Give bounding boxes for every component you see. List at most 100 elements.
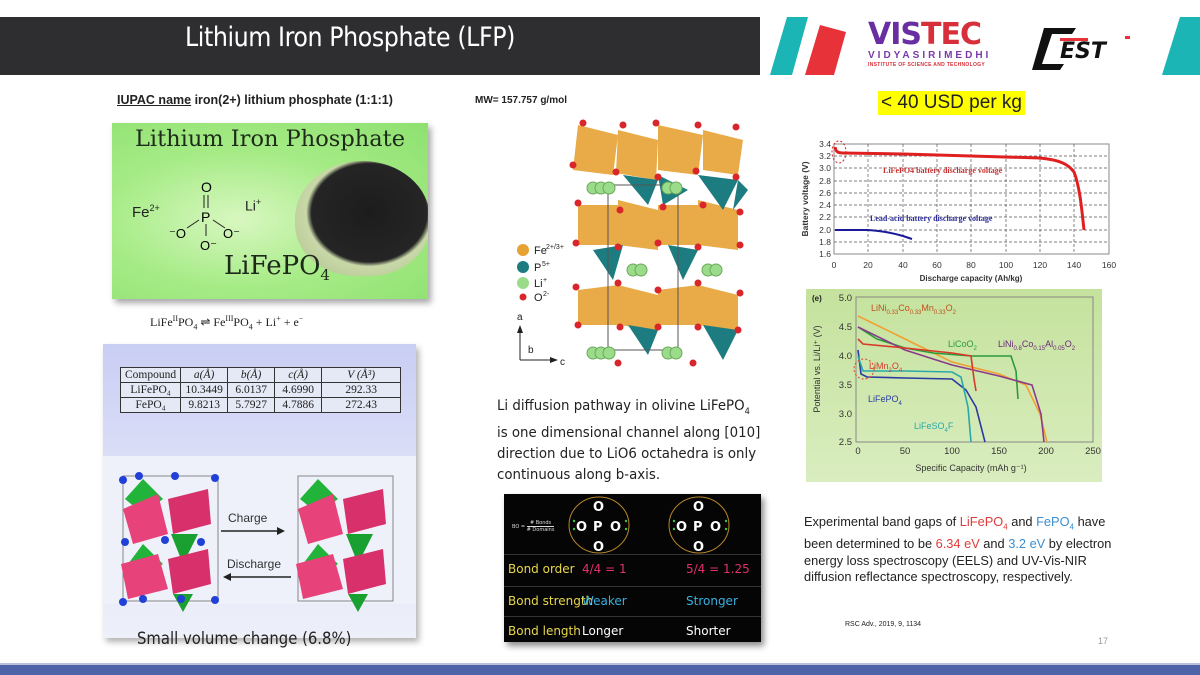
svg-text:3.5: 3.5 (839, 380, 852, 391)
svg-text:b: b (528, 345, 534, 356)
lco-label: LiCoO2 (948, 339, 978, 352)
cest-logo: EST (1032, 28, 1130, 70)
crystal-legend: Fe 2+/3+ P 5+ Li + O 2- (517, 244, 564, 304)
table-row: FePO₄ 9.8213 5.7927 4.7886 272.43 (119, 397, 402, 413)
phosphate-lewis-structures-icon: OPO OO OPO OO (568, 496, 730, 555)
svg-text:EST: EST (1060, 39, 1108, 64)
price-highlight: < 40 USD per kg (878, 91, 1025, 115)
svg-text:250: 250 (1085, 446, 1101, 457)
svg-text:40: 40 (898, 260, 908, 270)
lfp-product-image: Lithium Iron Phosphate Fe2+ Li+ O P ⁻O O… (112, 123, 428, 299)
lfp-image-heading: Lithium Iron Phosphate (134, 126, 406, 152)
svg-text:200: 200 (1038, 446, 1054, 457)
svg-text:2.4: 2.4 (819, 200, 831, 210)
bond-strength-row: Bond strength Weaker Stronger (504, 586, 761, 617)
svg-text:1.8: 1.8 (819, 237, 831, 247)
table-cell: 5.7927 (227, 397, 276, 413)
reference-citation: RSC Adv., 2019, 9, 1134 (845, 621, 922, 628)
oxygen-atoms (569, 119, 744, 367)
svg-text:0: 0 (832, 260, 837, 270)
svg-text:2.5: 2.5 (839, 437, 852, 448)
table-cell: 292.33 (321, 382, 402, 398)
svg-text:Li: Li (534, 278, 543, 290)
fe-ion-label: Fe2+ (132, 203, 160, 221)
iupac-value: iron(2+) lithium phosphate (1:1:1) (194, 93, 393, 107)
lfp-powder-bowl (295, 161, 428, 276)
svg-text:2-: 2- (543, 291, 550, 298)
lifepo4-unit-cell-icon (119, 472, 219, 612)
table-header: V (Å³) (321, 367, 402, 383)
svg-text:O: O (534, 292, 543, 304)
iupac-name: IUPAC name iron(2+) lithium phosphate (1… (117, 93, 393, 107)
table-header-row: Compound a(Å) b(Å) c(Å) V (Å³) (119, 367, 402, 383)
bond-order-formula: BO = # Bonds # Domains (512, 520, 555, 533)
table-cell: 4.7886 (274, 397, 323, 413)
svg-text:P: P (534, 262, 541, 274)
svg-text:150: 150 (991, 446, 1007, 457)
svg-text:3.2: 3.2 (819, 151, 831, 161)
lmo-label: LiMn2O4 (869, 361, 903, 374)
fe-legend-icon (517, 244, 529, 256)
header-stripes (750, 17, 1200, 75)
p-tetrahedra (593, 175, 748, 360)
svg-text:P: P (693, 520, 703, 535)
svg-text:50: 50 (900, 446, 911, 457)
table-cell: 10.3449 (180, 382, 229, 398)
page-number: 17 (1098, 636, 1109, 646)
axis-indicator-icon: a b c (517, 312, 565, 368)
footer-divider (0, 663, 1200, 665)
fe-octahedra (573, 125, 743, 330)
nca-label: LiNi0.8Co0.15Al0.05O2 (998, 339, 1076, 352)
p-legend-icon (517, 261, 529, 273)
slide-title: Lithium Iron Phosphate (LFP) (185, 22, 515, 53)
svg-text:O⁻: O⁻ (223, 226, 240, 241)
fepo4-unit-cell-icon (296, 475, 394, 612)
ncm-label: LiNi0.33Co0.33Mn0.33O2 (871, 303, 957, 316)
svg-text:Fe: Fe (534, 245, 547, 257)
svg-text:P: P (201, 209, 210, 225)
o-legend-icon (519, 293, 527, 301)
svg-text:Lead-acid battery discharge vo: Lead-acid battery discharge voltage (870, 214, 993, 223)
svg-text:LiFePO4 battery discharge volt: LiFePO4 battery discharge voltage (883, 166, 1003, 175)
table-header: a(Å) (180, 367, 229, 383)
svg-text:+: + (543, 277, 547, 284)
lfp-formula: LiFePO4 (224, 251, 330, 285)
discharge-label: Discharge (227, 557, 281, 571)
table-cell: FePO₄ (119, 397, 182, 413)
svg-text:5.0: 5.0 (839, 293, 852, 304)
svg-text:⁻O: ⁻O (169, 226, 186, 241)
vistec-subtitle: VIDYASIRIMEDHI (868, 50, 992, 61)
table-cell: 6.0137 (227, 382, 276, 398)
svg-text:4.5: 4.5 (839, 322, 852, 333)
svg-text:160: 160 (1102, 260, 1116, 270)
svg-text:0: 0 (855, 446, 860, 457)
svg-text:Battery voltage (V): Battery voltage (V) (800, 161, 810, 236)
lattice-parameter-table: Compound a(Å) b(Å) c(Å) V (Å³) LiFePO₄ 1… (119, 367, 402, 413)
svg-text:100: 100 (999, 260, 1013, 270)
svg-text:O: O (593, 500, 604, 515)
svg-text:60: 60 (932, 260, 942, 270)
svg-text:O⁻: O⁻ (200, 238, 217, 253)
bond-length-row: Bond length Longer Shorter (504, 616, 761, 647)
svg-text:O: O (693, 500, 704, 515)
li-legend-icon (517, 277, 529, 289)
olivine-crystal-structure: Fe 2+/3+ P 5+ Li + O 2- a b c (517, 119, 748, 368)
svg-text:O: O (610, 520, 621, 535)
charge-label: Charge (228, 511, 268, 525)
svg-text:5+: 5+ (542, 261, 550, 268)
band-gap-description: Experimental band gaps of LiFePO4 and Fe… (804, 514, 1112, 585)
svg-text:140: 140 (1067, 260, 1081, 270)
svg-text:Potential vs. Li/Li⁺ (V): Potential vs. Li/Li⁺ (V) (812, 325, 822, 412)
svg-text:1.6: 1.6 (819, 249, 831, 259)
svg-text:20: 20 (863, 260, 873, 270)
vistec-tagline: INSTITUTE OF SCIENCE AND TECHNOLOGY (868, 62, 985, 68)
bond-order-row: Bond order 4/4 = 1 5/4 = 1.25 (504, 554, 761, 585)
volume-change-caption: Small volume change (6.8%) (137, 629, 352, 648)
volume-change-panel: Compound a(Å) b(Å) c(Å) V (Å³) LiFePO₄ 1… (103, 344, 416, 638)
svg-text:3.0: 3.0 (819, 163, 831, 173)
table-cell: 9.8213 (180, 397, 229, 413)
svg-text:2+/3+: 2+/3+ (546, 244, 564, 251)
molecular-weight: MW= 157.757 g/mol (475, 95, 567, 106)
svg-text:3.4: 3.4 (819, 139, 831, 149)
phosphate-structure-icon: O P ⁻O O⁻ O⁻ (169, 179, 240, 253)
